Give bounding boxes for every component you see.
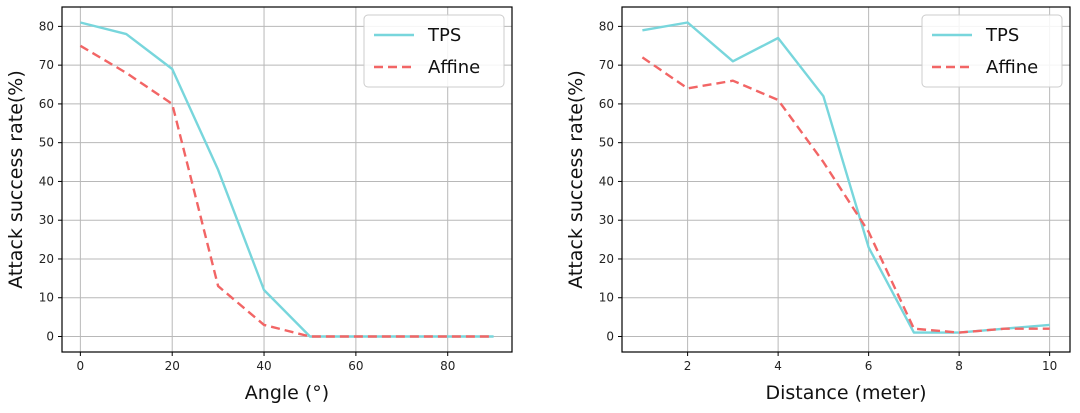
chart-1-legend-label-tps: TPS [985,25,1019,46]
chart-0-legend-label-tps: TPS [427,25,461,46]
chart-0-y-tick-label-4: 40 [39,174,54,188]
chart-1-y-tick-label-1: 10 [599,291,614,305]
chart-0-y-axis-label: Attack success rate(%) [5,70,27,289]
chart-1-y-tick-label-5: 50 [599,136,614,150]
chart-1-y-tick-label-2: 20 [599,252,614,266]
chart-1-y-tick-label-6: 60 [599,97,614,111]
chart-1-x-tick-label-0: 2 [684,359,692,373]
chart-1-x-tick-label-2: 6 [865,359,873,373]
chart-0-legend [363,14,505,88]
chart-0-x-tick-label-2: 40 [256,359,271,373]
chart-1-y-axis-label: Attack success rate(%) [565,70,587,289]
chart-1-x-tick-label-1: 4 [774,359,782,373]
chart-0-plot-frame [61,6,513,353]
chart-1-y-tick-label-3: 30 [599,213,614,227]
chart-0-x-axis-label: Angle (°) [245,382,329,404]
chart-0-y-tick-label-5: 50 [39,136,54,150]
chart-0-y-tick-label-6: 60 [39,97,54,111]
chart-1-y-tick-label-0: 0 [606,329,614,343]
chart-1-plot-frame [621,6,1071,353]
chart-0-x-tick-label-0: 0 [77,359,85,373]
chart-0-x-tick-label-4: 80 [440,359,455,373]
chart-1-x-axis-label: Distance (meter) [765,382,926,404]
chart-0-y-tick-label-1: 10 [39,291,54,305]
chart-0-legend-label-affine: Affine [428,57,480,78]
chart-0-y-tick-label-7: 70 [39,58,54,72]
chart-1-series-affine-line [641,56,1050,334]
chart-1-x-tick-label-4: 10 [1042,359,1057,373]
chart-1-x-tick-label-3: 8 [955,359,963,373]
chart-0-x-tick-label-1: 20 [165,359,180,373]
chart-0-y-tick-label-8: 80 [39,19,54,33]
chart-0-x-tick-label-3: 60 [348,359,363,373]
chart-distance: 2 4 6 8 10 0 10 20 30 40 50 60 70 80 Distance (meter) A… [565,6,1071,404]
chart-0-y-tick-label-3: 30 [39,213,54,227]
chart-0-series-affine-line [79,44,494,338]
chart-1-legend [921,14,1063,88]
chart-1-y-tick-label-4: 40 [599,174,614,188]
chart-angle: 0 20 40 60 80 0 10 20 30 40 50 60 70 80 Angle (°) Attac… [5,6,513,404]
chart-1-y-tick-label-7: 70 [599,58,614,72]
chart-1-legend-label-affine: Affine [986,57,1038,78]
chart-1-y-tick-label-8: 80 [599,19,614,33]
chart-0-y-tick-label-2: 20 [39,252,54,266]
chart-0-y-tick-label-0: 0 [46,329,54,343]
